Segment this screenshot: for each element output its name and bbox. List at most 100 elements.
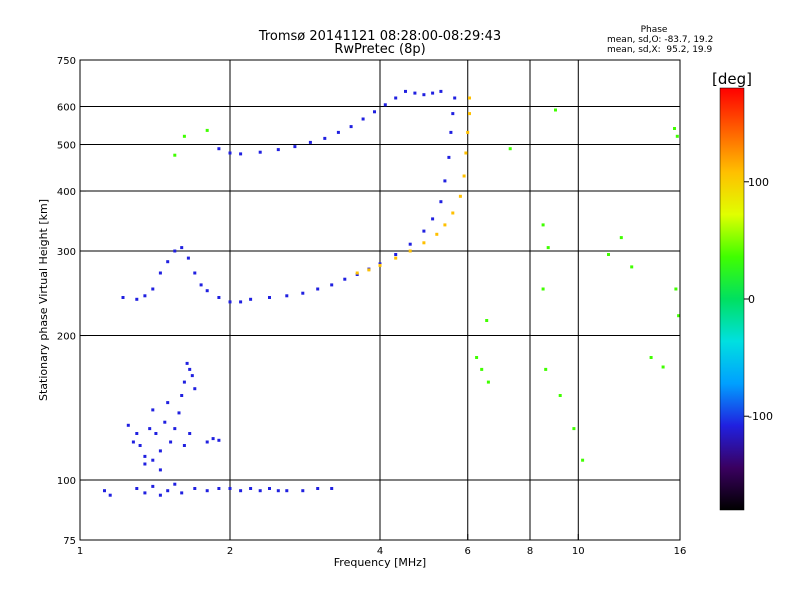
data-point: [435, 232, 439, 236]
data-point: [316, 487, 320, 490]
data-point: [453, 96, 457, 100]
data-point: [217, 438, 221, 442]
data-point: [404, 89, 407, 93]
data-point: [394, 253, 398, 256]
data-point: [143, 491, 147, 495]
data-point: [451, 211, 455, 215]
data-point: [249, 297, 253, 301]
data-point: [466, 130, 470, 134]
data-point: [182, 380, 186, 384]
x-tick-label: 8: [527, 546, 533, 557]
data-point: [258, 489, 262, 493]
data-point: [205, 440, 209, 444]
data-point: [151, 408, 155, 412]
data-point: [468, 112, 471, 116]
data-point: [173, 427, 177, 431]
data-point: [336, 130, 340, 134]
data-point: [239, 300, 243, 304]
data-point: [276, 489, 280, 493]
data-point: [199, 283, 203, 287]
data-point: [449, 130, 453, 134]
data-point: [158, 468, 162, 472]
data-point: [148, 427, 152, 431]
data-point: [193, 387, 197, 391]
data-point: [674, 287, 678, 291]
x-tick-label: 4: [377, 546, 383, 557]
data-point: [228, 300, 232, 304]
y-tick-label: 75: [63, 536, 76, 547]
data-point: [308, 140, 312, 144]
data-point: [135, 432, 139, 435]
data-point: [138, 444, 142, 447]
data-point: [211, 437, 215, 441]
data-point: [475, 356, 479, 359]
data-point: [158, 271, 162, 275]
data-point: [439, 89, 443, 93]
data-point: [558, 394, 562, 397]
data-point: [581, 458, 585, 462]
data-point: [630, 265, 634, 269]
data-point: [485, 319, 489, 322]
data-point: [480, 367, 484, 371]
colorbar-label: [deg]: [712, 70, 752, 88]
data-point: [544, 367, 548, 371]
data-point: [166, 489, 170, 493]
data-point: [285, 489, 289, 493]
data-point: [239, 152, 243, 156]
data-point: [431, 91, 435, 95]
data-point: [468, 96, 471, 100]
data-point: [439, 200, 443, 204]
data-point: [173, 153, 177, 157]
data-point: [228, 487, 232, 490]
data-point: [378, 263, 382, 267]
data-point: [185, 361, 189, 365]
data-point: [121, 296, 125, 299]
y-tick-label: 750: [57, 56, 76, 67]
y-tick-label: 400: [57, 187, 76, 198]
x-tick-label: 16: [674, 546, 687, 557]
plot-frame: [79, 59, 681, 541]
data-point: [572, 427, 576, 431]
data-point: [108, 493, 112, 497]
data-point: [143, 454, 147, 458]
data-point: [323, 136, 327, 140]
data-point: [316, 287, 320, 291]
data-point: [180, 491, 184, 495]
data-point: [649, 356, 653, 359]
data-point: [447, 155, 451, 159]
y-tick-label: 200: [57, 332, 76, 343]
data-point: [285, 294, 289, 298]
data-point: [193, 271, 197, 275]
data-point: [217, 487, 221, 490]
y-tick-label: 300: [57, 247, 76, 258]
data-point: [158, 493, 162, 497]
data-point: [268, 296, 271, 299]
data-point: [205, 289, 209, 293]
data-point: [186, 256, 190, 260]
data-point: [177, 411, 181, 415]
data-point: [126, 423, 130, 427]
data-point: [188, 367, 192, 371]
data-point: [268, 487, 271, 490]
data-point: [182, 444, 186, 447]
data-point: [151, 458, 155, 462]
data-point: [135, 487, 139, 490]
data-point: [422, 229, 426, 233]
data-point: [443, 223, 447, 227]
data-point: [464, 151, 468, 155]
data-point: [451, 112, 455, 116]
data-point: [373, 110, 376, 114]
data-point: [193, 487, 197, 490]
data-point: [458, 194, 462, 198]
data-point: [301, 291, 305, 295]
data-point: [541, 223, 545, 227]
data-point: [293, 145, 297, 149]
data-point: [239, 489, 243, 493]
y-tick-label: 600: [57, 103, 76, 114]
data-point: [180, 246, 184, 250]
data-point: [249, 487, 253, 490]
colorbar-tick-label: 0: [748, 293, 755, 306]
data-point: [103, 489, 106, 493]
data-point: [675, 134, 679, 138]
